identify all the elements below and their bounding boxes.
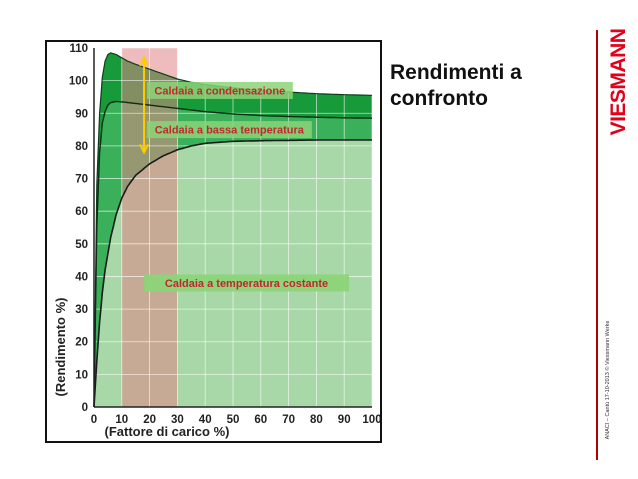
y-tick-label: 0 <box>82 402 88 414</box>
brand-logo: VIESMANN <box>606 22 632 142</box>
y-tick-label: 40 <box>75 271 88 283</box>
range-arrow-head-bottom <box>139 143 149 155</box>
label-temperatura-costante-bg <box>144 274 350 292</box>
x-tick-label: 70 <box>282 414 295 426</box>
label-bassa-temperatura: Caldaia a bassa temperatura <box>155 125 305 137</box>
footer-note: ANACI – Cantù 17-10-2013 © Viessmann Wer… <box>601 300 615 460</box>
x-tick-label: 30 <box>171 414 184 426</box>
label-temperatura-costante: Caldaia a temperatura costante <box>165 278 328 290</box>
x-tick-label: 20 <box>143 414 156 426</box>
x-tick-label: 50 <box>227 414 240 426</box>
x-tick-label: 80 <box>310 414 323 426</box>
y-tick-label: 20 <box>75 337 88 349</box>
y-tick-label: 50 <box>75 239 88 251</box>
y-tick-label: 90 <box>75 108 88 120</box>
y-tick-label: 110 <box>69 43 88 55</box>
brand-logo-text: VIESMANN <box>607 28 630 136</box>
footer-note-text: ANACI – Cantù 17-10-2013 © Viessmann Wer… <box>605 320 611 440</box>
label-condensazione: Caldaia a condensazione <box>154 85 285 97</box>
y-tick-label: 10 <box>75 369 88 381</box>
slide-title: Rendimenti a confronto <box>390 61 522 110</box>
y-axis-label: (Rendimento %) <box>53 298 68 397</box>
y-tick-label: 70 <box>75 174 88 186</box>
y-tick-label: 60 <box>75 206 88 218</box>
x-axis-label: (Fattore di carico %) <box>105 424 230 439</box>
x-tick-label: 100 <box>362 414 380 426</box>
x-tick-label: 90 <box>338 414 351 426</box>
y-tick-label: 30 <box>75 304 88 316</box>
x-tick-label: 40 <box>199 414 212 426</box>
y-tick-label: 80 <box>75 141 88 153</box>
series-line-bassa-temperatura <box>93 100 372 408</box>
label-bassa-temperatura-bg <box>146 121 312 139</box>
x-tick-label: 60 <box>254 414 267 426</box>
series-line-temperatura-costante <box>93 139 372 408</box>
x-tick-label: 10 <box>115 414 128 426</box>
y-tick-label: 100 <box>69 76 88 88</box>
range-arrow-head-top <box>139 55 149 67</box>
efficiency-chart: 0 10 20 30 40 50 60 70 80 90 100 0 10 20 30 40 50 60 70 80 9… <box>53 43 380 439</box>
chart-frame: 0 10 20 30 40 50 60 70 80 90 100 0 10 20 30 40 50 60 70 80 9… <box>45 40 382 443</box>
x-tick-label: 0 <box>91 414 97 426</box>
brand-divider <box>596 30 598 460</box>
label-condensazione-bg <box>146 81 293 99</box>
